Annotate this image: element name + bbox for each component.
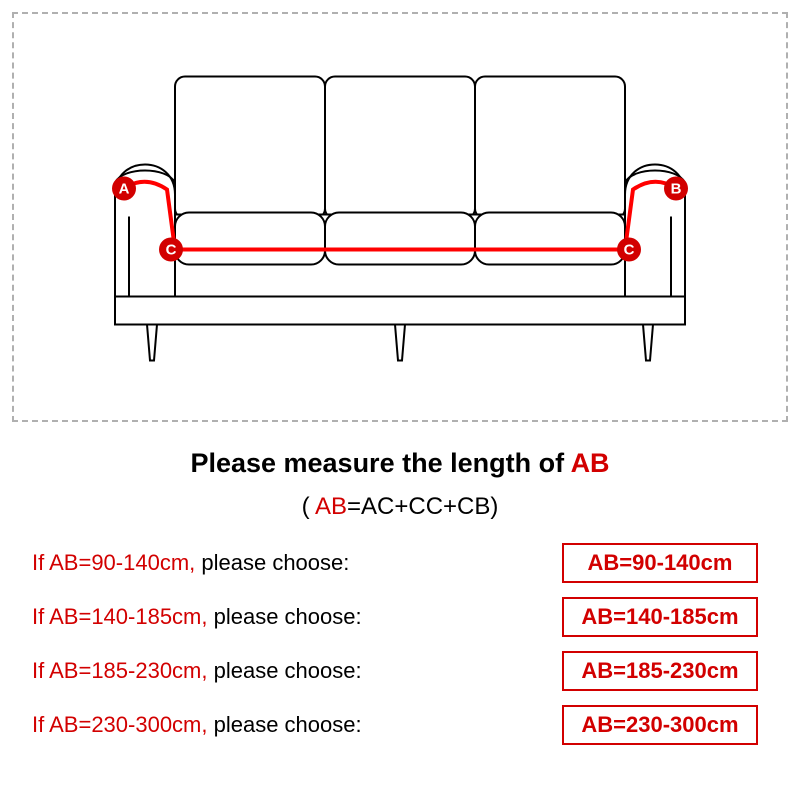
size-option-box[interactable]: AB=140-185cm [562, 597, 758, 637]
size-choose-label: please choose: [208, 658, 362, 683]
formula-ab: AB [315, 493, 347, 520]
marker-b-label: B [671, 181, 682, 198]
size-option-box[interactable]: AB=90-140cm [562, 543, 758, 583]
size-row: If AB=140-185cm, please choose: AB=140-1… [12, 597, 788, 637]
size-row-text: If AB=230-300cm, please choose: [32, 712, 546, 738]
formula-text: ( AB=AC+CC+CB) [12, 493, 788, 521]
size-choose-label: please choose: [208, 712, 362, 737]
size-if: If AB=90-140cm, [32, 550, 195, 575]
size-option-box[interactable]: AB=185-230cm [562, 651, 758, 691]
instruction-ab: AB [571, 448, 610, 478]
instruction-prefix: Please measure the length of [190, 448, 570, 478]
size-if: If AB=140-185cm, [32, 604, 208, 629]
marker-a-label: A [119, 181, 130, 198]
marker-c-right-label: C [624, 242, 635, 259]
formula-open: ( [302, 493, 315, 520]
sofa-diagram: A B C C [67, 55, 733, 380]
formula-rest: =AC+CC+CB) [347, 493, 498, 520]
size-row: If AB=230-300cm, please choose: AB=230-3… [12, 705, 788, 745]
size-options: If AB=90-140cm, please choose: AB=90-140… [12, 543, 788, 745]
diagram-frame: A B C C [12, 12, 788, 422]
size-choose-label: please choose: [208, 604, 362, 629]
size-if: If AB=185-230cm, [32, 658, 208, 683]
size-option-box[interactable]: AB=230-300cm [562, 705, 758, 745]
size-row: If AB=185-230cm, please choose: AB=185-2… [12, 651, 788, 691]
size-row-text: If AB=90-140cm, please choose: [32, 550, 546, 576]
size-row-text: If AB=140-185cm, please choose: [32, 604, 546, 630]
marker-c-left-label: C [166, 242, 177, 259]
size-choose-label: please choose: [195, 550, 349, 575]
size-row-text: If AB=185-230cm, please choose: [32, 658, 546, 684]
size-if: If AB=230-300cm, [32, 712, 208, 737]
size-row: If AB=90-140cm, please choose: AB=90-140… [12, 543, 788, 583]
instruction-text: Please measure the length of AB [12, 448, 788, 479]
